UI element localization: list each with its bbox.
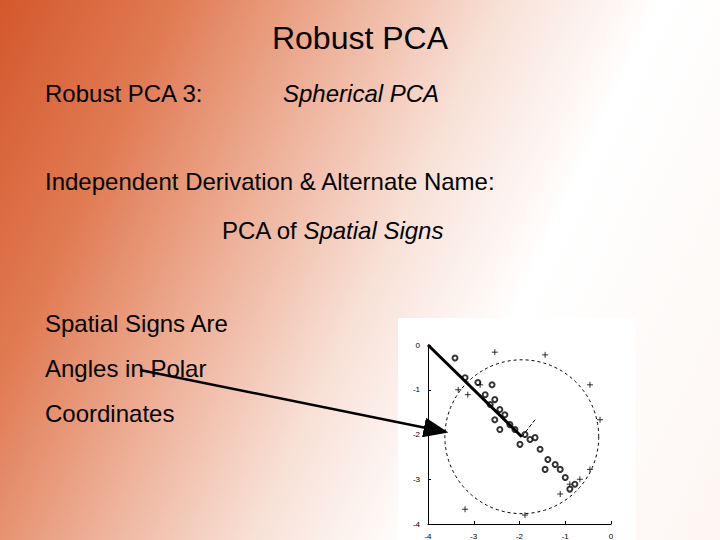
svg-text:0: 0	[609, 532, 614, 540]
html-text:Angles in Polar: Angles in Polar	[45, 355, 207, 382]
svg-text:-1: -1	[562, 532, 570, 540]
html-text:Spherical PCA: Spherical PCA	[283, 80, 440, 107]
html-text:Robust PCA 3:: Robust PCA 3:	[45, 80, 203, 107]
svg-text:-2: -2	[516, 532, 524, 540]
svg-text:-1: -1	[413, 385, 421, 394]
html-text:Robust PCA: Robust PCA	[272, 20, 448, 56]
html-text:Spatial Signs Are: Spatial Signs Are	[45, 310, 228, 337]
svg-text:0: 0	[416, 341, 421, 350]
svg-text:-3: -3	[413, 475, 421, 484]
svg-text:-2: -2	[413, 430, 421, 439]
svg-text:-4: -4	[424, 532, 432, 540]
html-text:Coordinates: Coordinates	[45, 400, 175, 427]
svg-text:-3: -3	[470, 532, 478, 540]
html-text:PCA of Spatial Signs: PCA of Spatial Signs	[222, 217, 444, 244]
html-text:Independent Derivation & Alter: Independent Derivation & Alternate Name:	[45, 168, 495, 195]
svg-text:-4: -4	[413, 520, 421, 529]
